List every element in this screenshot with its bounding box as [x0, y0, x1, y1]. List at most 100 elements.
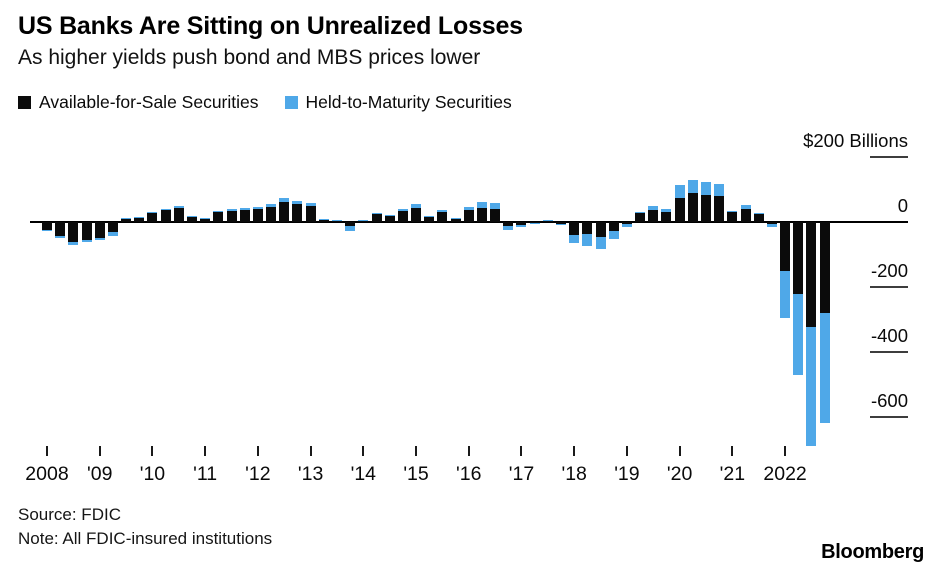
- bar-afs-2009 Q1: [94, 222, 105, 238]
- note-text: Note: All FDIC-insured institutions: [18, 529, 273, 548]
- bar-htm-2014 Q3: [384, 214, 395, 217]
- bar-afs-2020 Q3: [701, 194, 711, 222]
- x-axis-tick: [309, 446, 312, 456]
- bar-htm-2010 Q2: [160, 208, 171, 211]
- bar-htm-2009 Q1: [94, 237, 105, 240]
- bar-afs-2008 Q3: [68, 222, 79, 242]
- bar-afs-2019 Q3: [648, 209, 659, 222]
- bar-htm-2021 Q3: [753, 213, 764, 215]
- bar-htm-2017 Q3: [542, 220, 553, 222]
- bar-afs-2014 Q1: [358, 220, 369, 222]
- bar-afs-2012 Q2: [266, 206, 277, 222]
- bar-afs-2014 Q3: [384, 216, 395, 222]
- x-axis-tick: [415, 446, 418, 456]
- x-axis-label: '16: [456, 463, 482, 485]
- x-axis-tick: [98, 446, 101, 456]
- bar-afs-2019 Q1: [621, 222, 632, 224]
- bar-afs-2017 Q2: [529, 222, 540, 223]
- bar-htm-2008 Q4: [81, 239, 92, 243]
- y-axis-tick: [870, 351, 908, 353]
- bar-htm-2021 Q4: [766, 223, 777, 227]
- bar-htm-2013 Q2: [318, 218, 329, 220]
- bar-htm-2022 Q1: [780, 271, 791, 318]
- bar-afs-2017 Q4: [556, 222, 567, 224]
- x-axis-tick: [520, 446, 523, 456]
- bar-htm-2022 Q4: [819, 312, 830, 424]
- bar-afs-2022 Q3: [806, 222, 817, 327]
- x-axis-label: '20: [666, 463, 693, 485]
- bar-afs-2014 Q2: [371, 213, 382, 222]
- source-text: Source: FDIC: [18, 505, 121, 524]
- bar-htm-2015 Q2: [424, 215, 435, 218]
- x-axis-label: '21: [719, 463, 746, 485]
- x-axis-label: '18: [561, 463, 587, 485]
- bar-htm-2018 Q3: [595, 236, 606, 249]
- x-axis-tick: [46, 446, 48, 456]
- bar-afs-2022 Q4: [819, 222, 830, 313]
- bar-htm-2022 Q3: [806, 326, 817, 447]
- bar-afs-2008 Q2: [55, 222, 66, 236]
- y-axis-label: $200 Billions: [803, 130, 908, 151]
- x-axis-tick: [784, 446, 787, 456]
- bar-htm-2018 Q4: [608, 231, 619, 239]
- x-axis-tick: [678, 446, 681, 456]
- bar-afs-2014 Q4: [397, 211, 408, 222]
- x-axis-label: '19: [614, 463, 640, 485]
- x-axis-label: '11: [193, 463, 218, 485]
- bar-htm-2019 Q1: [621, 223, 632, 227]
- bar-afs-2021 Q2: [740, 209, 751, 222]
- bar-htm-2020 Q2: [687, 179, 698, 194]
- bar-afs-2010 Q2: [160, 210, 171, 222]
- htm-legend-label: Held-to-Maturity Securities: [305, 92, 512, 112]
- bar-afs-2016 Q4: [503, 222, 514, 227]
- bar-htm-2010 Q1: [147, 211, 158, 213]
- bar-htm-2016 Q1: [463, 206, 474, 211]
- bar-htm-2017 Q4: [556, 223, 567, 225]
- bar-afs-2013 Q1: [305, 205, 316, 222]
- x-axis-label: '12: [245, 463, 271, 485]
- bar-afs-2016 Q3: [490, 209, 501, 222]
- bar-htm-2009 Q4: [134, 217, 145, 219]
- bar-afs-2015 Q3: [437, 212, 448, 222]
- y-axis-tick: [870, 286, 908, 288]
- bar-afs-2015 Q4: [450, 219, 461, 222]
- bar-afs-2018 Q3: [595, 222, 606, 237]
- bar-htm-2015 Q3: [437, 209, 448, 213]
- bar-afs-2015 Q1: [411, 208, 422, 222]
- bar-htm-2017 Q2: [529, 222, 540, 224]
- bar-htm-2019 Q3: [648, 206, 659, 210]
- page-subtitle: As higher yields push bond and MBS price…: [18, 46, 481, 69]
- bar-htm-2011 Q2: [213, 210, 224, 213]
- y-axis-tick: [870, 156, 908, 158]
- bar-htm-2012 Q2: [266, 203, 277, 207]
- page-title: US Banks Are Sitting on Unrealized Losse…: [18, 12, 523, 40]
- bar-afs-2010 Q3: [173, 207, 184, 222]
- bar-afs-2013 Q3: [331, 220, 342, 222]
- bar-afs-2010 Q1: [147, 212, 158, 222]
- bar-htm-2018 Q2: [582, 234, 593, 247]
- bar-htm-2018 Q1: [569, 234, 580, 244]
- x-axis-label: 2022: [763, 463, 807, 485]
- bar-htm-2008 Q1: [42, 230, 52, 232]
- x-axis-label: '13: [297, 463, 324, 485]
- y-axis-label: -400: [870, 325, 908, 346]
- bar-afs-2011 Q3: [226, 210, 237, 222]
- x-axis-label: '14: [350, 463, 377, 485]
- bar-afs-2012 Q1: [252, 209, 263, 222]
- bar-afs-2016 Q2: [476, 208, 487, 222]
- bar-htm-2010 Q3: [173, 205, 184, 208]
- bar-htm-2011 Q4: [239, 207, 250, 210]
- bar-htm-2017 Q1: [516, 224, 527, 228]
- bar-htm-2013 Q3: [331, 220, 342, 222]
- x-axis-label: '15: [403, 463, 429, 485]
- bar-afs-2011 Q2: [213, 212, 224, 222]
- bar-afs-2021 Q3: [753, 214, 764, 222]
- y-axis-label: -200: [870, 260, 908, 281]
- x-axis-tick: [467, 446, 470, 456]
- bar-afs-2020 Q1: [674, 197, 685, 222]
- x-axis-tick: [625, 446, 628, 456]
- bar-afs-2011 Q1: [200, 218, 211, 222]
- afs-legend-swatch: [18, 96, 31, 109]
